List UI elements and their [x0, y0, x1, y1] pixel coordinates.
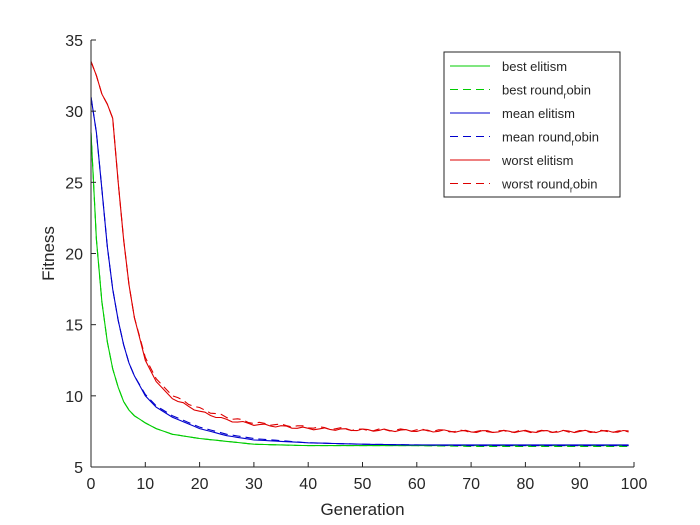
x-ticks: 0 10 20 30 40 50 60 70 80 90 100 — [87, 462, 648, 493]
series-line-worst-elitism — [90, 61, 629, 434]
x-tick-label: 100 — [621, 476, 648, 493]
x-axis-label: Generation — [320, 500, 404, 519]
x-tick-label: 90 — [571, 476, 589, 493]
y-tick-label: 15 — [65, 318, 83, 335]
y-tick-label: 20 — [65, 247, 83, 264]
x-tick-label: 40 — [299, 476, 317, 493]
x-tick-label: 30 — [245, 476, 263, 493]
legend-entry: worst elitism — [501, 153, 574, 168]
series-line-mean-round-robin — [90, 96, 629, 447]
legend-entry: mean roundrobin — [502, 130, 599, 148]
x-tick-label: 60 — [408, 476, 426, 493]
x-tick-label: 0 — [87, 476, 96, 493]
x-tick-label: 70 — [462, 476, 480, 493]
legend-entry: mean elitism — [502, 106, 575, 121]
y-tick-label: 35 — [65, 33, 83, 50]
x-tick-label: 10 — [136, 476, 154, 493]
y-axis-label: Fitness — [39, 226, 58, 281]
x-tick-label: 80 — [517, 476, 535, 493]
series-line-best-round-robin — [90, 132, 629, 447]
legend: best elitism best roundrobin mean elitism m… — [443, 51, 621, 198]
series-line-mean-elitism — [90, 96, 629, 446]
legend-entry: best roundrobin — [502, 83, 591, 101]
series-layer — [90, 61, 629, 447]
legend-entry: best elitism — [502, 59, 567, 74]
legend-entry: worst roundrobin — [501, 177, 598, 195]
legend-box — [443, 51, 621, 198]
series-line-worst-round-robin — [90, 61, 629, 434]
y-ticks: 5 10 15 20 25 30 35 — [65, 33, 96, 477]
y-tick-label: 5 — [74, 460, 83, 477]
y-tick-label: 10 — [65, 389, 83, 406]
x-tick-label: 50 — [354, 476, 372, 493]
y-tick-label: 25 — [65, 175, 83, 192]
x-tick-label: 20 — [191, 476, 209, 493]
y-tick-label: 30 — [65, 104, 83, 121]
